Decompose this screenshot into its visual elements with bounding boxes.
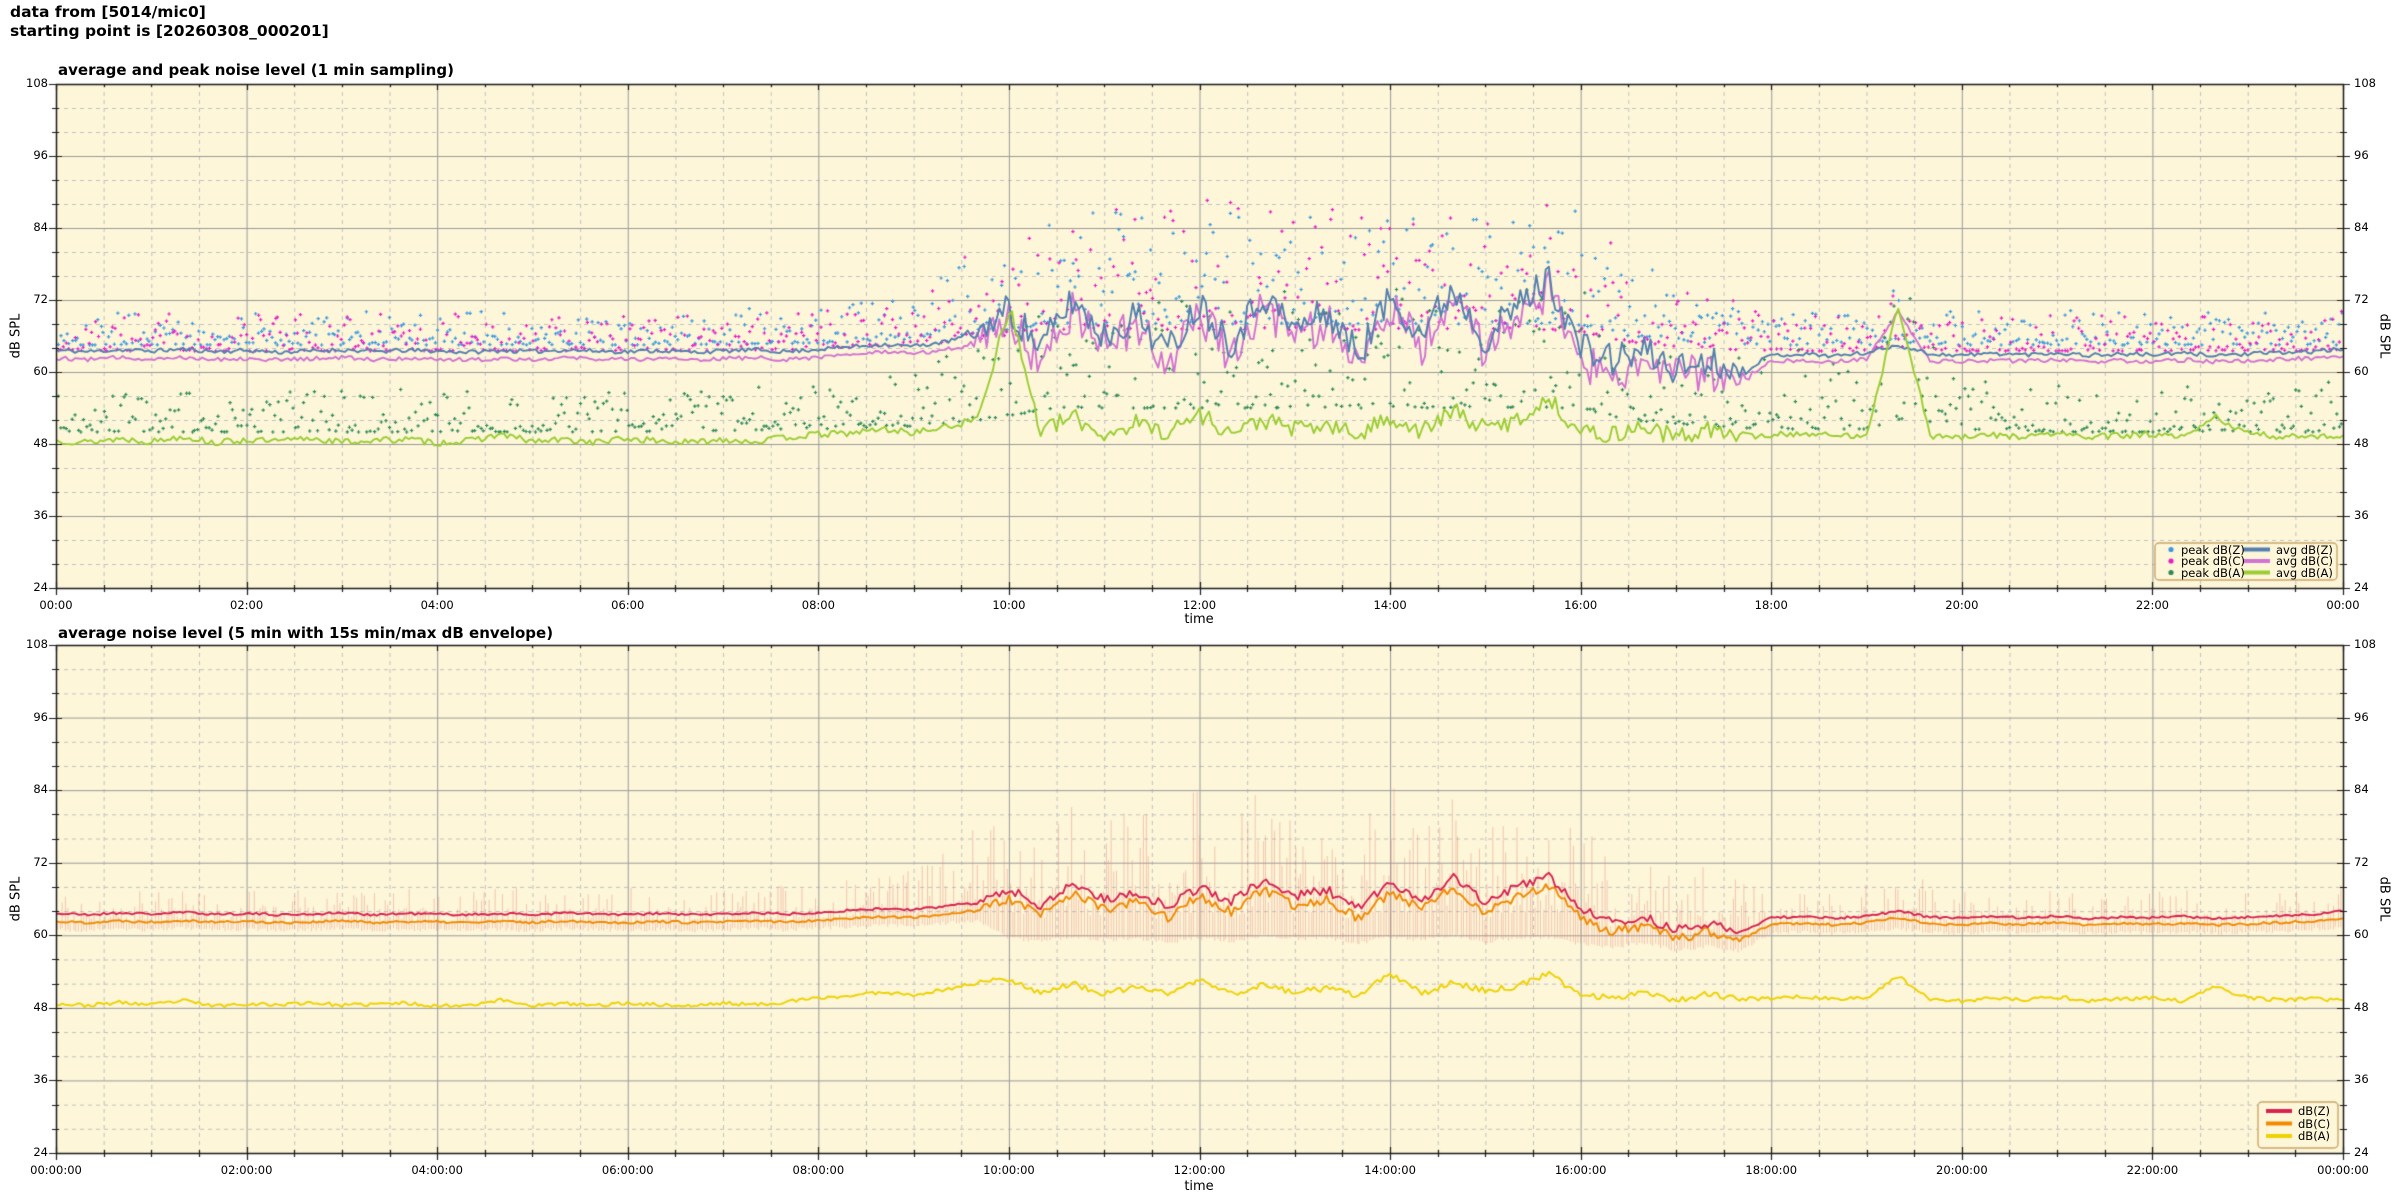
chart2-ytick-left: 84 — [33, 782, 48, 797]
chart1-xtick: 12:00 — [1182, 598, 1217, 612]
chart2-xtick: 10:00:00 — [983, 1163, 1035, 1177]
chart2-ytick-left: 96 — [33, 709, 48, 724]
chart1-ytick-left: 96 — [33, 148, 48, 162]
chart2-ylabel-right: dB SPL — [2376, 876, 2392, 922]
chart2-ytick-right: 48 — [2354, 999, 2369, 1014]
chart1-xtick: 08:00 — [801, 598, 835, 612]
chart2-ytick-right: 60 — [2354, 927, 2369, 942]
chart1-legend-label-avg: avg dB(C) — [2276, 554, 2334, 568]
chart1-ytick-left: 84 — [33, 220, 48, 234]
chart2-ytick-left: 24 — [33, 1145, 48, 1159]
chart1-xtick: 00:00 — [2326, 598, 2360, 612]
chart2-ytick-right: 36 — [2354, 1072, 2369, 1087]
chart1-ytick-right: 108 — [2354, 76, 2376, 90]
chart2-legend-label: dB(A) — [2298, 1129, 2331, 1143]
chart1-title: average and peak noise level (1 min samp… — [58, 61, 454, 79]
chart2-ytick-left: 48 — [33, 999, 48, 1014]
chart2-ytick-left: 60 — [33, 927, 48, 942]
chart1-legend-label-avg: avg dB(A) — [2276, 565, 2333, 580]
chart1-ytick-right: 24 — [2354, 580, 2369, 594]
chart2-xtick: 00:00:00 — [2317, 1163, 2369, 1177]
chart2-legend-label: dB(Z) — [2298, 1104, 2331, 1118]
chart1-ylabel-left: dB SPL — [8, 313, 24, 359]
chart1-ytick-right: 96 — [2354, 148, 2369, 162]
chart1-ytick-right: 48 — [2354, 436, 2369, 450]
chart2-ytick-right: 24 — [2354, 1145, 2369, 1159]
chart1-ytick-right: 72 — [2354, 292, 2369, 306]
chart2-legend-label: dB(C) — [2298, 1116, 2331, 1131]
chart1-xtick: 02:00 — [230, 598, 264, 612]
chart2-xlabel: time — [1184, 1179, 1214, 1194]
chart2-xtick: 08:00:00 — [792, 1163, 845, 1177]
chart2-ytick-right: 84 — [2354, 782, 2369, 797]
header-line-1: data from [5014/mic0] — [10, 3, 206, 21]
chart2-ylabel-left: dB SPL — [8, 876, 24, 922]
chart2-xtick: 16:00:00 — [1554, 1163, 1607, 1177]
chart2-ytick-left: 36 — [33, 1072, 48, 1087]
chart1-ytick-right: 36 — [2354, 508, 2369, 522]
chart1-legend-label-peak: peak dB(A) — [2181, 565, 2245, 580]
chart2-title: average noise level (5 min with 15s min/… — [58, 624, 554, 642]
chart1-xtick: 00:00 — [39, 598, 73, 612]
chart1-legend-label-peak: peak dB(C) — [2181, 554, 2245, 568]
chart1-ytick-right: 60 — [2354, 364, 2369, 378]
chart1-legend-label-avg: avg dB(Z) — [2276, 542, 2333, 557]
chart2-ytick-right: 72 — [2354, 854, 2369, 869]
chart1-xtick: 20:00 — [1945, 598, 1979, 612]
chart1-legend-label-peak: peak dB(Z) — [2181, 542, 2245, 557]
chart1-ylabel-right: dB SPL — [2376, 313, 2392, 359]
chart2-xtick: 22:00:00 — [2126, 1163, 2179, 1177]
chart2-ytick-left: 72 — [33, 854, 48, 869]
chart1-ytick-left: 48 — [33, 436, 48, 450]
chart1-ytick-right: 84 — [2354, 220, 2369, 234]
chart1-xtick: 18:00 — [1754, 598, 1788, 612]
chart1-ytick-left: 108 — [26, 76, 48, 90]
chart2-ytick-right: 108 — [2354, 637, 2376, 651]
chart2-xtick: 00:00:00 — [30, 1163, 82, 1177]
chart1-xtick: 16:00 — [1564, 598, 1598, 612]
chart1-xtick: 04:00 — [420, 598, 454, 612]
chart1-ytick-left: 72 — [33, 292, 48, 306]
chart2-xtick: 04:00:00 — [411, 1163, 463, 1177]
chart1-ytick-left: 24 — [33, 580, 48, 594]
header-line-2: starting point is [20260308_000201] — [10, 22, 329, 40]
chart2-xtick: 20:00:00 — [1936, 1163, 1988, 1177]
chart1-xlabel: time — [1184, 612, 1214, 627]
chart1-ytick-left: 36 — [33, 508, 48, 522]
chart1-xtick: 06:00 — [611, 598, 645, 612]
chart1-xtick: 14:00 — [1373, 598, 1407, 612]
chart2-xtick: 18:00:00 — [1745, 1163, 1798, 1177]
chart1-ytick-left: 60 — [33, 364, 48, 378]
chart1-xtick: 22:00 — [2135, 598, 2169, 612]
chart2-xtick: 06:00:00 — [601, 1163, 654, 1177]
chart1-xtick: 10:00 — [992, 598, 1026, 612]
chart2-ytick-right: 96 — [2354, 709, 2369, 724]
chart2-xtick: 02:00:00 — [220, 1163, 273, 1177]
chart2-xtick: 14:00:00 — [1364, 1163, 1416, 1177]
chart2-ytick-left: 108 — [26, 637, 48, 651]
chart2-xtick: 12:00:00 — [1173, 1163, 1226, 1177]
